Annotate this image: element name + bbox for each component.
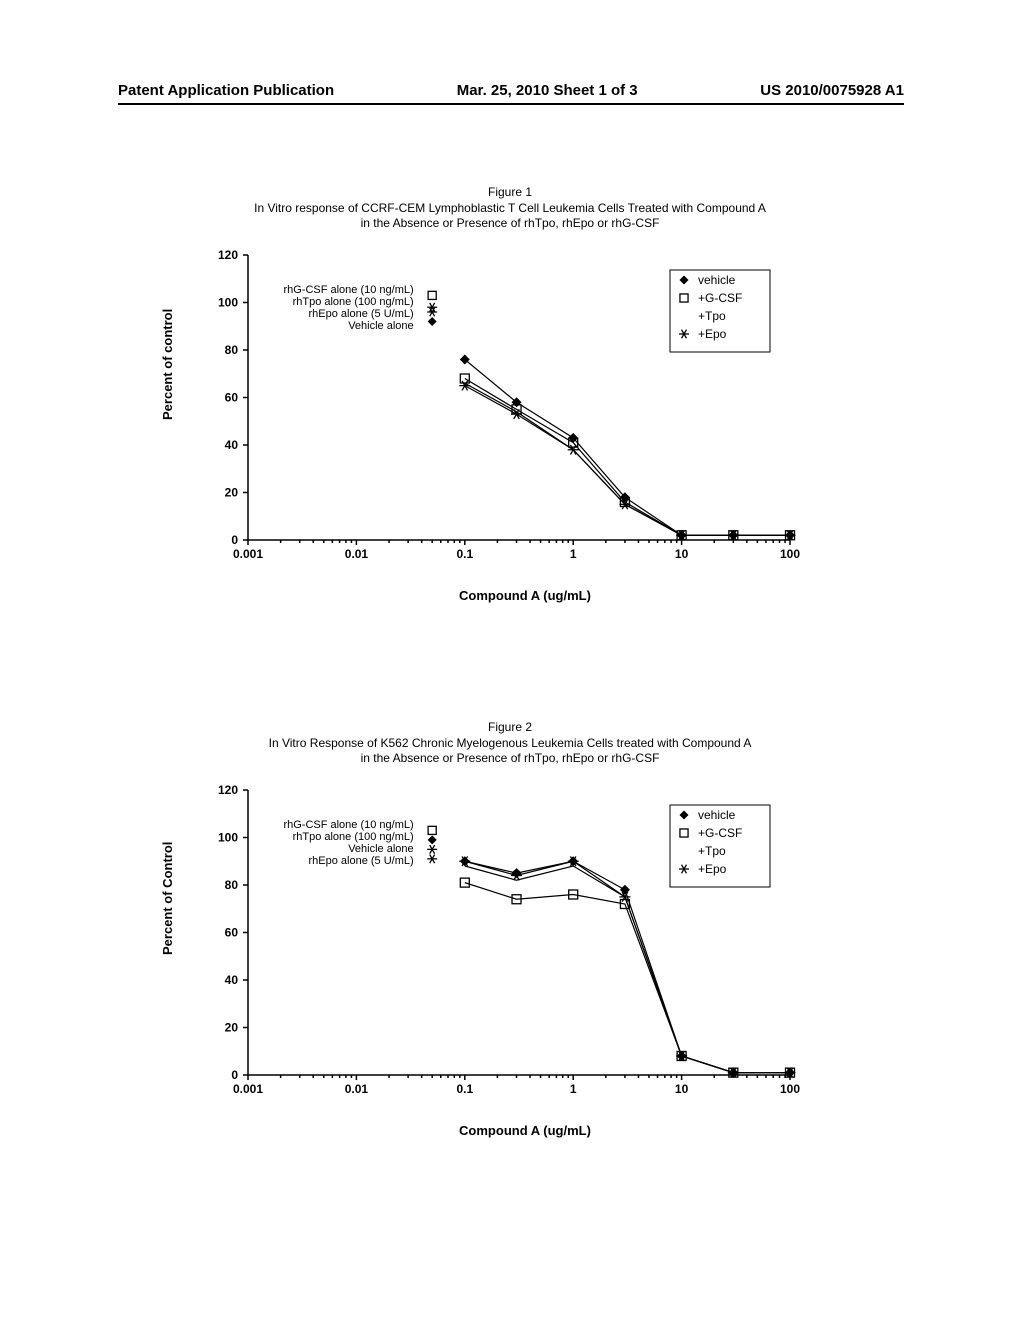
header-center: Mar. 25, 2010 Sheet 1 of 3 xyxy=(457,82,638,99)
svg-text:vehicle: vehicle xyxy=(698,273,736,287)
svg-text:+G-CSF: +G-CSF xyxy=(698,826,742,840)
svg-text:1: 1 xyxy=(570,547,577,561)
figure-2-xlabel: Compound A (ug/mL) xyxy=(190,1123,860,1138)
svg-text:rhG-CSF alone (10 ng/mL): rhG-CSF alone (10 ng/mL) xyxy=(283,284,413,296)
header-right: US 2010/0075928 A1 xyxy=(760,82,904,99)
svg-text:0.001: 0.001 xyxy=(233,1082,263,1096)
svg-text:+Tpo: +Tpo xyxy=(698,844,726,858)
figure-1-chart-wrap: Percent of control 0204060801001200.0010… xyxy=(190,240,860,640)
svg-text:+Epo: +Epo xyxy=(698,327,727,341)
page-header: Patent Application Publication Mar. 25, … xyxy=(118,82,904,105)
svg-text:80: 80 xyxy=(225,878,239,892)
svg-text:10: 10 xyxy=(675,547,689,561)
svg-text:20: 20 xyxy=(225,1020,239,1034)
svg-text:rhTpo alone (100 ng/mL): rhTpo alone (100 ng/mL) xyxy=(293,296,414,308)
svg-text:0: 0 xyxy=(231,533,238,547)
svg-text:rhTpo alone (100 ng/mL): rhTpo alone (100 ng/mL) xyxy=(293,831,414,843)
fig1-title-line1: Figure 1 xyxy=(488,185,532,199)
svg-text:80: 80 xyxy=(225,343,239,357)
fig1-title-line3: in the Absence or Presence of rhTpo, rhE… xyxy=(361,216,660,230)
svg-text:60: 60 xyxy=(225,390,239,404)
figure-1-ylabel: Percent of control xyxy=(160,309,175,420)
figure-2-block: Figure 2 In Vitro Response of K562 Chron… xyxy=(160,720,860,1175)
patent-page: Patent Application Publication Mar. 25, … xyxy=(0,0,1024,1320)
figure-2-title: Figure 2 In Vitro Response of K562 Chron… xyxy=(160,720,860,767)
svg-text:0.1: 0.1 xyxy=(456,1082,473,1096)
svg-text:40: 40 xyxy=(225,438,239,452)
svg-text:60: 60 xyxy=(225,925,239,939)
svg-text:rhEpo alone (5 U/mL): rhEpo alone (5 U/mL) xyxy=(308,855,413,867)
svg-text:0.01: 0.01 xyxy=(345,547,369,561)
svg-text:vehicle: vehicle xyxy=(698,808,736,822)
fig2-title-line2: In Vitro Response of K562 Chronic Myelog… xyxy=(269,736,752,750)
svg-text:40: 40 xyxy=(225,973,239,987)
figure-1-chart: 0 20 40 60 80 100 120 0.001 0.01 0.1 1 10 100 rhG-CSF… xyxy=(190,240,830,580)
figure-1-block: Figure 1 In Vitro response of CCRF-CEM L… xyxy=(160,185,860,640)
svg-text:0.001: 0.001 xyxy=(233,547,263,561)
svg-text:0: 0 xyxy=(231,1068,238,1082)
svg-text:120: 120 xyxy=(218,783,238,797)
figure-2-chart-wrap: Percent of Control 0204060801001200.0010… xyxy=(190,775,860,1175)
svg-text:+Epo: +Epo xyxy=(698,862,727,876)
svg-text:100: 100 xyxy=(780,547,800,561)
svg-text:20: 20 xyxy=(225,485,239,499)
svg-text:100: 100 xyxy=(218,830,238,844)
svg-text:+Tpo: +Tpo xyxy=(698,309,726,323)
svg-text:100: 100 xyxy=(218,295,238,309)
svg-text:0.01: 0.01 xyxy=(345,1082,369,1096)
svg-text:Vehicle alone: Vehicle alone xyxy=(348,320,413,332)
svg-text:100: 100 xyxy=(780,1082,800,1096)
figure-2-chart: 0 20 40 60 80 100 120 0.001 0.01 0.1 1 10 100 rhG-CSF… xyxy=(190,775,830,1115)
svg-text:rhEpo alone (5 U/mL): rhEpo alone (5 U/mL) xyxy=(308,308,413,320)
figure-1-xlabel: Compound A (ug/mL) xyxy=(190,588,860,603)
fig2-title-line1: Figure 2 xyxy=(488,720,532,734)
svg-text:120: 120 xyxy=(218,248,238,262)
fig2-title-line3: in the Absence or Presence of rhTpo, rhE… xyxy=(361,751,660,765)
svg-text:10: 10 xyxy=(675,1082,689,1096)
svg-text:0.1: 0.1 xyxy=(456,547,473,561)
figure-1-title: Figure 1 In Vitro response of CCRF-CEM L… xyxy=(160,185,860,232)
figure-2-ylabel: Percent of Control xyxy=(160,841,175,954)
svg-text:+G-CSF: +G-CSF xyxy=(698,291,742,305)
svg-text:1: 1 xyxy=(570,1082,577,1096)
header-left: Patent Application Publication xyxy=(118,82,334,99)
svg-text:Vehicle alone: Vehicle alone xyxy=(348,843,413,855)
fig1-title-line2: In Vitro response of CCRF-CEM Lymphoblas… xyxy=(254,201,766,215)
svg-text:rhG-CSF alone (10 ng/mL): rhG-CSF alone (10 ng/mL) xyxy=(283,819,413,831)
